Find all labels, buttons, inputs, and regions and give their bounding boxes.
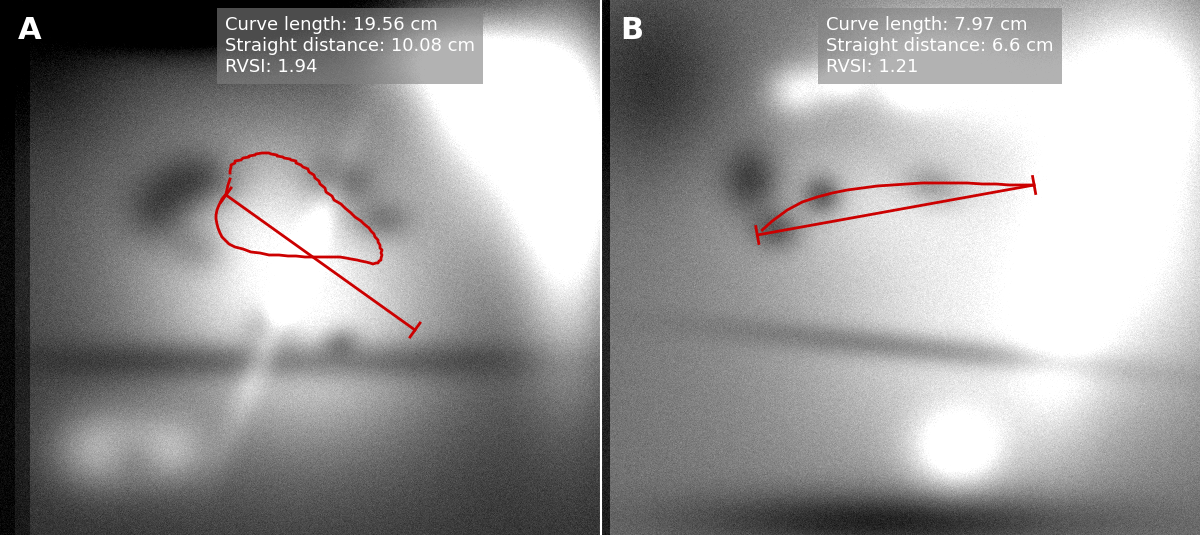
Text: B: B: [620, 16, 643, 45]
Text: Curve length: 7.97 cm
Straight distance: 6.6 cm
RVSI: 1.21: Curve length: 7.97 cm Straight distance:…: [827, 16, 1054, 75]
Text: Curve length: 19.56 cm
Straight distance: 10.08 cm
RVSI: 1.94: Curve length: 19.56 cm Straight distance…: [226, 16, 475, 75]
Text: A: A: [18, 16, 42, 45]
